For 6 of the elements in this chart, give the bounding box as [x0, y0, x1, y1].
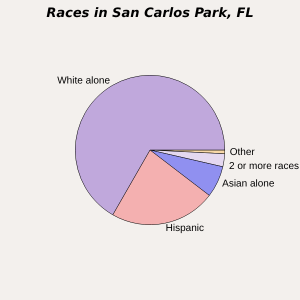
- slice-label: Hispanic: [166, 222, 204, 234]
- slice-label: Other: [230, 146, 256, 158]
- slice-label: Asian alone: [222, 178, 275, 190]
- chart-title: Races in San Carlos Park, FL: [45, 6, 255, 21]
- slice-label: White alone: [57, 76, 110, 87]
- slice-label: 2 or more races: [228, 160, 300, 172]
